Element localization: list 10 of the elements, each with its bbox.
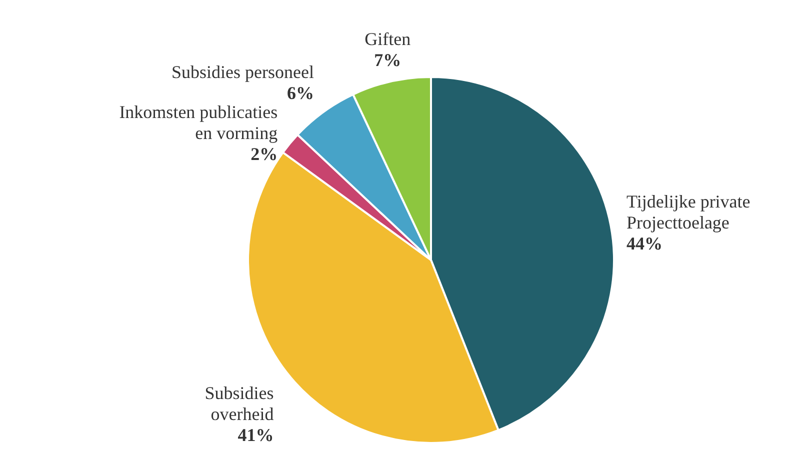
data-label: 6% bbox=[287, 83, 314, 104]
data-label: 7% bbox=[374, 50, 402, 70]
slice-label: Subsidies personeel bbox=[172, 62, 314, 82]
data-label: 44% bbox=[626, 234, 662, 254]
data-label: 2% bbox=[250, 144, 278, 164]
slice-label: Subsidies overheid bbox=[204, 382, 274, 424]
slice-label: Giften bbox=[364, 28, 411, 49]
data-label: 41% bbox=[238, 424, 274, 445]
slice-label: Tijdelijke private Projecttoelage bbox=[626, 192, 750, 233]
slice-label: Inkomsten publicaties en vorming bbox=[119, 102, 278, 144]
